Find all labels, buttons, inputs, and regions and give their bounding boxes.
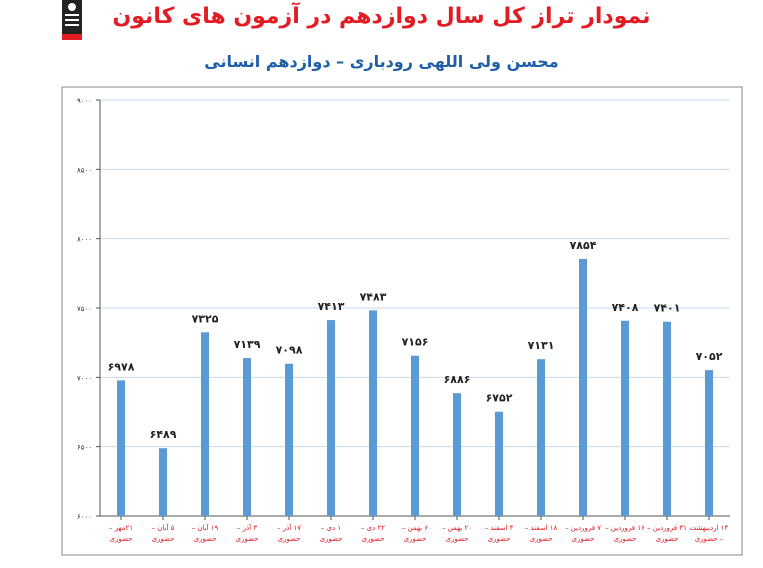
data-label: ۷۸۵۴	[570, 239, 597, 252]
bar	[621, 320, 629, 516]
x-tick-label: حضوری	[236, 535, 259, 543]
data-label: ۷۱۳۱	[528, 339, 555, 352]
bar	[201, 332, 209, 516]
x-axis-labels: ۲۱مهر – حضوری ۵ آبان – حضوری ۱۹ آبان – حضوری ۳…	[109, 516, 729, 543]
bar	[243, 358, 251, 516]
data-label: ۶۷۵۲	[486, 392, 513, 405]
x-tick-label: ۶ بهمن –	[402, 524, 429, 532]
data-label: ۷۱۵۶	[402, 336, 429, 349]
x-tick-label: ۷ فروردین –	[565, 524, 601, 532]
data-label: ۷۴۸۳	[360, 290, 387, 303]
x-tick-label: حضوری	[110, 535, 133, 543]
data-label: ۷۴۰۱	[654, 302, 681, 315]
data-label: ۷۰۵۲	[696, 350, 723, 363]
bar	[579, 258, 587, 516]
x-tick-label: ۱۶ فروردین –	[605, 524, 645, 532]
x-tick-label: حضوری	[152, 535, 175, 543]
x-tick-label: حضوری	[320, 535, 343, 543]
x-tick-label: ۳۱ فروردین –	[647, 524, 687, 532]
bar	[327, 320, 335, 516]
x-tick-label: حضوری	[656, 535, 679, 543]
x-tick-label: حضوری	[446, 535, 469, 543]
x-tick-label: ۲۲ دی –	[361, 524, 385, 532]
bar	[663, 321, 671, 516]
bar-series	[117, 258, 713, 516]
y-tick-label: ۹۰۰۰	[77, 97, 92, 105]
bar	[537, 359, 545, 516]
x-tick-label: ۵ آبان –	[152, 523, 175, 532]
data-label: ۶۴۸۹	[150, 428, 177, 441]
y-tick-label: ۸۰۰۰	[77, 236, 92, 244]
bar	[411, 355, 419, 516]
x-tick-label: ۱۷ آذر –	[277, 523, 301, 532]
x-tick-label: حضوری	[572, 535, 595, 543]
data-label: ۷۱۳۹	[234, 338, 261, 351]
x-tick-label: ۱۴ اردیبهشت	[690, 524, 729, 532]
x-tick-label: ۴ اسفند –	[485, 524, 514, 532]
x-tick-label: ۲۱مهر –	[109, 524, 133, 532]
data-label: ۷۴۱۳	[318, 300, 345, 313]
bar	[117, 380, 125, 516]
x-tick-label: ۱ دی –	[321, 524, 341, 532]
chart-subtitle: محسن ولی اللهی رودباری – دوازدهم انسانی	[204, 52, 559, 71]
x-tick-label: ۱۹ آبان –	[192, 523, 219, 532]
x-tick-label: حضوری	[530, 535, 553, 543]
x-tick-label: – حضوری	[695, 535, 724, 543]
bar	[159, 448, 167, 516]
x-tick-label: حضوری	[194, 535, 217, 543]
x-tick-label: حضوری	[362, 535, 385, 543]
y-tick-label: ۷۵۰۰	[77, 305, 92, 313]
y-tick-label: ۷۰۰۰	[77, 374, 92, 382]
data-label: ۷۰۹۸	[276, 344, 303, 357]
data-label: ۶۸۸۶	[444, 373, 471, 386]
y-tick-label: ۶۰۰۰	[77, 513, 92, 521]
y-tick-label: ۶۵۰۰	[77, 444, 92, 452]
data-labels: ۶۹۷۸ ۶۴۸۹ ۷۳۲۵ ۷۱۳۹ ۷۰۹۸ ۷۴۱۳ ۷۴۸۳ ۷۱۵۶ ۶۸۸۶ ۶۷۵۲…	[108, 239, 723, 441]
data-label: ۷۴۰۸	[612, 301, 639, 314]
x-tick-label: ۱۸ اسفند –	[525, 524, 558, 532]
x-tick-label: ۲۰ بهمن –	[442, 524, 472, 532]
bar	[369, 310, 377, 516]
x-tick-label: حضوری	[278, 535, 301, 543]
x-tick-label: حضوری	[614, 535, 637, 543]
bar	[495, 411, 503, 516]
y-tick-label: ۸۵۰۰	[77, 166, 92, 174]
data-label: ۶۹۷۸	[108, 360, 135, 373]
chart-title: نمودار تراز کل سال دوازدهم در آزمون های …	[112, 4, 651, 29]
bar	[705, 370, 713, 516]
bar	[285, 363, 293, 516]
x-tick-label: حضوری	[488, 535, 511, 543]
school-logo-icon	[62, 0, 82, 40]
x-tick-label: حضوری	[404, 535, 427, 543]
data-label: ۷۳۲۵	[192, 312, 219, 325]
x-tick-label: ۳ آذر –	[237, 523, 257, 532]
bar	[453, 393, 461, 516]
